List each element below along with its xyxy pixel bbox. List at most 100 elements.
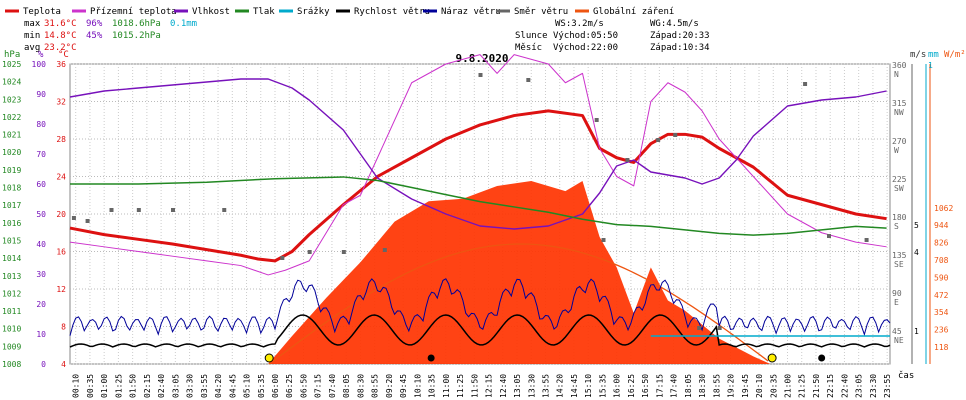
wind-dir-marker-15 [656, 138, 661, 142]
series-radiation-area [268, 180, 771, 364]
info-moon-label: Měsíc [515, 43, 542, 53]
stats-block: max 31.6°C 96% 1018.6hPa 0.1mm min 14.8°… [24, 19, 197, 53]
tick-hpa-17: 1025 [2, 60, 21, 69]
tick-x-11: 04:45 [228, 374, 237, 398]
tick-x-32: 13:30 [527, 374, 536, 398]
stats-avg-temp: 23.2°C [44, 43, 77, 53]
tick-hpa-13: 1021 [2, 131, 21, 140]
tick-x-55: 23:05 [855, 374, 864, 398]
tick-x-56: 23:30 [869, 374, 878, 398]
wind-dir-marker-6 [280, 256, 285, 260]
legend-label-0: Teplota [23, 7, 61, 17]
tick-x-57: 23:55 [883, 374, 892, 398]
tick-pct-3: 30 [36, 270, 46, 279]
tick-x-44: 18:30 [698, 374, 707, 398]
tick-hpa-5: 1013 [2, 272, 21, 281]
legend-label-7: Směr větru [514, 7, 568, 17]
tick-pct-9: 90 [36, 90, 46, 99]
stats-max-press: 1018.6hPa [112, 19, 161, 29]
tick-wm-6: 826 [934, 239, 949, 248]
series-wind-gust [69, 278, 891, 337]
axes: 4812162024283236010203040506070809010010… [2, 60, 953, 398]
tick-dir-deg-6: 315 [892, 99, 907, 108]
tick-hpa-0: 1008 [2, 360, 21, 369]
tick-x-21: 08:55 [371, 374, 380, 398]
tick-x-4: 01:50 [129, 374, 138, 398]
tick-x-51: 21:25 [798, 374, 807, 398]
tick-hpa-14: 1022 [2, 113, 21, 122]
tick-pct-0: 0 [41, 360, 46, 369]
tick-x-35: 14:45 [570, 374, 579, 398]
stats-avg-label: avg [24, 43, 40, 53]
wind-dir-marker-9 [382, 248, 387, 252]
tick-x-19: 08:05 [342, 374, 351, 398]
tick-pct-10: 100 [32, 60, 47, 69]
info-sun-label: Slunce [515, 31, 548, 41]
tick-dir-deg-7: 360 [892, 61, 907, 70]
tick-wm-3: 472 [934, 291, 949, 300]
tick-dir-name-2: SE [894, 260, 904, 269]
stats-max-hum: 96% [86, 19, 103, 29]
tick-x-25: 10:35 [428, 374, 437, 398]
tick-dir-deg-3: 180 [892, 213, 907, 222]
series-wind-speed [69, 314, 891, 348]
unit-cas: čas [898, 370, 914, 381]
tick-x-36: 15:10 [584, 374, 593, 398]
tick-degc-5: 24 [56, 173, 66, 182]
tick-x-31: 13:05 [513, 374, 522, 398]
tick-pct-1: 10 [36, 330, 46, 339]
wind-dir-marker-16 [673, 133, 678, 137]
tick-dir-deg-2: 135 [892, 251, 907, 260]
legend-label-2: Vlhkost [192, 7, 230, 17]
wind-dir-marker-10 [478, 73, 483, 77]
tick-x-10: 04:20 [214, 374, 223, 398]
tick-dir-deg-4: 225 [892, 175, 907, 184]
info-ws: WS:3.2m/s [555, 19, 604, 29]
tick-hpa-12: 1020 [2, 148, 21, 157]
tick-x-48: 20:10 [755, 374, 764, 398]
tick-degc-0: 4 [61, 360, 66, 369]
info-moon-set: Západ:10:34 [650, 43, 710, 53]
tick-degc-3: 16 [56, 248, 66, 257]
info-moon-rise: Východ:22:00 [553, 43, 618, 53]
tick-x-8: 03:30 [186, 374, 195, 398]
tick-x-16: 06:50 [299, 374, 308, 398]
tick-ms-1: 4 [914, 248, 919, 257]
tick-hpa-10: 1018 [2, 184, 21, 193]
stats-min-label: min [24, 31, 40, 41]
tick-degc-1: 8 [61, 323, 66, 332]
unit-degc: °C [58, 50, 69, 60]
stats-min-hum: 45% [86, 31, 103, 41]
unit-ms: m/s [910, 50, 926, 60]
wind-dir-marker-20 [827, 234, 831, 238]
tick-wm-2: 354 [934, 308, 949, 317]
tick-ms-2: 5 [914, 221, 919, 230]
moonrise-marker [818, 354, 826, 362]
tick-x-28: 11:50 [470, 374, 479, 398]
tick-dir-name-1: E [894, 298, 899, 307]
wind-dir-marker-13 [601, 238, 606, 242]
tick-hpa-15: 1023 [2, 95, 21, 104]
tick-x-45: 18:55 [712, 374, 721, 398]
tick-x-14: 06:00 [271, 374, 280, 398]
chart-title: 9.8.2020 [456, 52, 509, 65]
tick-dir-name-6: NW [894, 108, 904, 117]
unit-mm: mm [928, 50, 939, 60]
tick-degc-7: 32 [56, 98, 66, 107]
tick-pct-6: 60 [36, 180, 46, 189]
legend-label-6: Náraz větru [441, 7, 501, 17]
series-line-0 [69, 109, 887, 263]
info-sun-rise: Východ:05:50 [553, 31, 618, 41]
tick-x-2: 01:00 [100, 374, 109, 398]
tick-x-46: 19:20 [727, 374, 736, 398]
info-block: WS:3.2m/s WG:4.5m/s Slunce Východ:05:50 … [515, 19, 710, 53]
unit-wm: W/m² [944, 50, 966, 60]
tick-x-17: 07:15 [314, 374, 323, 398]
tick-x-40: 16:50 [641, 374, 650, 398]
wind-dir-marker-18 [717, 326, 722, 330]
tick-hpa-6: 1014 [2, 254, 21, 263]
tick-degc-6: 28 [56, 135, 66, 144]
tick-dir-name-4: SW [894, 184, 904, 193]
wind-dir-marker-21 [864, 238, 869, 242]
